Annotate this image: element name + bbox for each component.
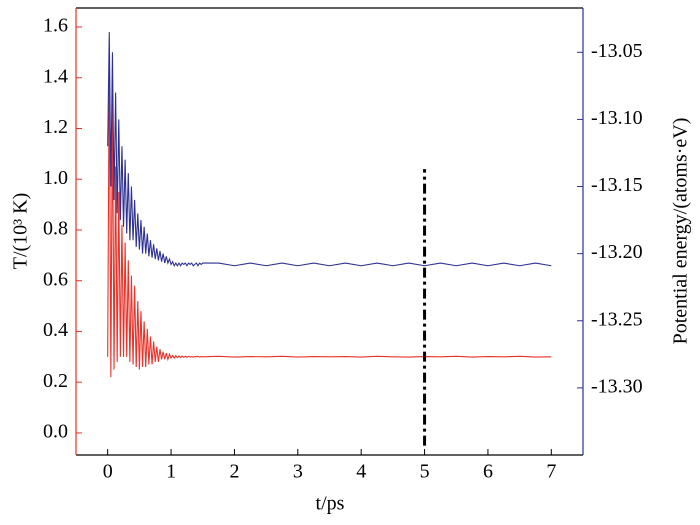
x-tick-label: 3	[293, 461, 303, 483]
y2-tick-label: -13.30	[591, 375, 643, 397]
y-tick-label: 1.0	[43, 167, 68, 189]
x-tick-label: 2	[229, 461, 239, 483]
y-tick-label: 0.2	[43, 370, 68, 392]
series-line	[107, 32, 552, 267]
series-line	[107, 52, 552, 378]
x-tick-label: 6	[483, 461, 493, 483]
x-tick-label: 4	[356, 461, 366, 483]
x-tick-label: 7	[546, 461, 556, 483]
y-tick-label: 0.6	[43, 268, 68, 290]
y-tick-label: 0.0	[43, 421, 68, 443]
y2-tick-label: -13.10	[591, 107, 643, 129]
x-tick-label: 0	[103, 461, 113, 483]
y2-tick-label: -13.05	[591, 40, 643, 62]
y2-tick-label: -13.15	[591, 174, 643, 196]
y-tick-label: 1.2	[43, 116, 68, 138]
x-axis-label: t/ps	[316, 493, 345, 515]
y-tick-label: 0.8	[43, 218, 68, 240]
y2-tick-label: -13.25	[591, 308, 643, 330]
y-axis-label: T/(10³ K)	[10, 193, 32, 270]
y2-axis-label: Potential energy/(atoms·eV)	[670, 118, 692, 345]
y-tick-label: 1.4	[43, 65, 68, 87]
y2-tick-label: -13.20	[591, 241, 643, 263]
y-tick-label: 1.6	[43, 15, 68, 37]
y-tick-label: 0.4	[43, 319, 68, 341]
x-tick-label: 5	[420, 461, 430, 483]
x-tick-label: 1	[166, 461, 176, 483]
